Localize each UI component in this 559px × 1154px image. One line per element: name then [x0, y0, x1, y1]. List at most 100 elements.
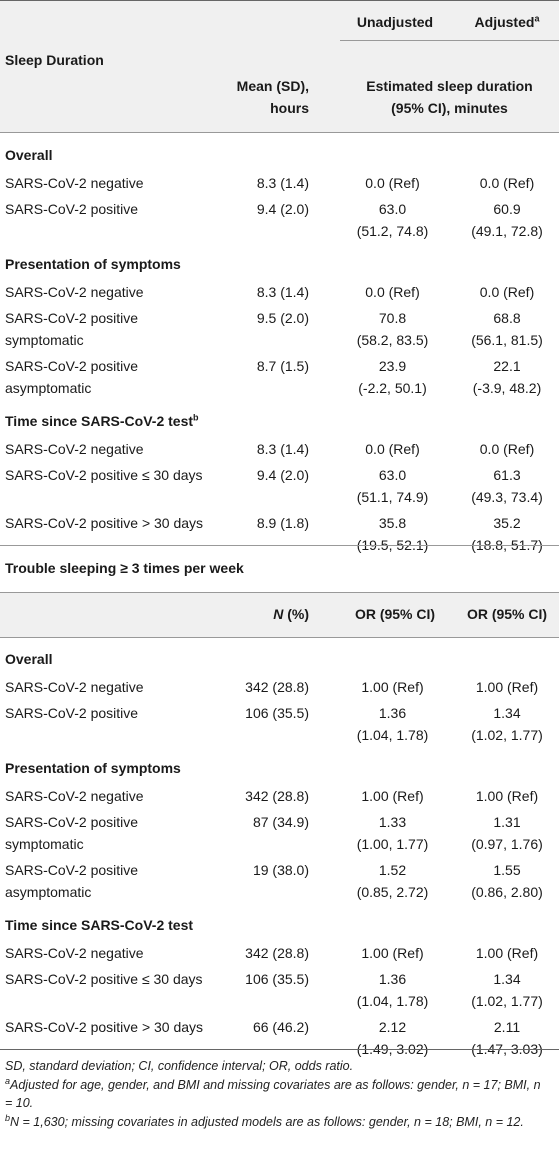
mean-header-l1: Mean (SD),: [236, 78, 309, 94]
group-title-text: Overall: [5, 651, 53, 667]
row-value: 342 (28.8): [245, 945, 309, 961]
row-unadjusted: 1.00 (Ref): [361, 788, 424, 804]
group-title: Presentation of symptoms: [5, 253, 181, 275]
row-unadjusted: 1.00 (Ref): [361, 679, 424, 695]
row-label-cont: symptomatic: [5, 836, 84, 852]
row-adjusted-ci: (49.3, 73.4): [471, 489, 543, 505]
row-unadjusted: 1.36: [378, 705, 407, 721]
row-label-cont: asymptomatic: [5, 380, 92, 396]
row-adjusted: 0.0 (Ref): [479, 441, 535, 457]
row-label: SARS-CoV-2 positive: [5, 705, 139, 721]
col-adjusted: Adjusteda: [474, 13, 540, 30]
row-label: SARS-CoV-2 positive ≤ 30 days: [5, 467, 203, 483]
group-title-text: Presentation of symptoms: [5, 760, 181, 776]
row-label: SARS-CoV-2 positive: [5, 201, 139, 217]
row-unadjusted: 1.00 (Ref): [361, 945, 424, 961]
group-title: Time since SARS-CoV-2 test: [5, 914, 193, 936]
group-title-text: Time since SARS-CoV-2 test: [5, 917, 194, 933]
row-unadjusted-ci: (58.2, 83.5): [356, 332, 429, 348]
row-value: 106 (35.5): [245, 705, 309, 721]
row-unadjusted: 70.8: [378, 310, 407, 326]
n-header: N (%): [273, 606, 309, 622]
row-adjusted: 22.1: [493, 358, 521, 374]
row-adjusted: 1.34: [493, 971, 521, 987]
row-unadjusted-ci: (51.1, 74.9): [356, 489, 429, 505]
row-adjusted: 1.55: [493, 862, 521, 878]
header2-rule: [0, 637, 559, 638]
row-value: 342 (28.8): [245, 679, 309, 695]
row-adjusted: 35.2: [493, 515, 521, 531]
footnote-abbrev: SD, standard deviation; CI, confidence i…: [5, 1059, 354, 1073]
header2-band: [0, 593, 559, 637]
group-title-text: Time since SARS-CoV-2 test: [5, 413, 194, 429]
row-value: 9.5 (2.0): [256, 310, 309, 326]
top-rule: [0, 0, 559, 1]
row-unadjusted: 63.0: [378, 467, 407, 483]
row-value: 8.3 (1.4): [256, 175, 309, 191]
row-unadjusted: 0.0 (Ref): [365, 284, 420, 300]
est-header-l1: Estimated sleep duration: [366, 78, 533, 94]
row-value: 9.4 (2.0): [256, 201, 309, 217]
row-label: SARS-CoV-2 positive: [5, 814, 139, 830]
row-label: SARS-CoV-2 positive: [5, 310, 139, 326]
section-rule: [0, 545, 559, 546]
group-title: Overall: [5, 144, 52, 166]
row-label: SARS-CoV-2 positive > 30 days: [5, 1019, 204, 1035]
row-unadjusted: 23.9: [378, 358, 407, 374]
row-value: 87 (34.9): [252, 814, 309, 830]
footnote-a: aAdjusted for age, gender, and BMI and m…: [5, 1075, 541, 1110]
row-value: 106 (35.5): [245, 971, 309, 987]
row-unadjusted: 1.36: [378, 971, 407, 987]
row-label: SARS-CoV-2 negative: [5, 945, 144, 961]
row-adjusted-ci: (56.1, 81.5): [471, 332, 543, 348]
row-label: SARS-CoV-2 negative: [5, 788, 144, 804]
row-label: SARS-CoV-2 negative: [5, 441, 144, 457]
col-head-rule: [340, 40, 559, 41]
row-value: 8.9 (1.8): [256, 515, 309, 531]
row-unadjusted: 35.8: [378, 515, 407, 531]
row-adjusted-ci: (-3.9, 48.2): [472, 380, 542, 396]
row-unadjusted: 0.0 (Ref): [365, 441, 420, 457]
row-unadjusted-ci: (-2.2, 50.1): [358, 380, 427, 396]
group-title-text: Overall: [5, 147, 53, 163]
header-rule: [0, 132, 559, 133]
row-adjusted: 1.00 (Ref): [475, 679, 539, 695]
row-value: 9.4 (2.0): [256, 467, 309, 483]
group-title: Presentation of symptoms: [5, 757, 181, 779]
row-value: 66 (46.2): [252, 1019, 309, 1035]
section2-title-rule: [0, 592, 559, 593]
col-unadjusted: Unadjusted: [356, 14, 434, 30]
mean-header-l2: hours: [270, 100, 309, 116]
row-unadjusted: 1.33: [378, 814, 407, 830]
row-unadjusted-ci: (1.04, 1.78): [356, 993, 429, 1009]
est-header-l2: (95% CI), minutes: [391, 100, 508, 116]
row-unadjusted: 2.12: [378, 1019, 407, 1035]
row-adjusted: 1.00 (Ref): [475, 945, 539, 961]
or-header-unadjusted: OR (95% CI): [354, 606, 436, 622]
row-adjusted: 68.8: [493, 310, 521, 326]
row-adjusted-ci: (49.1, 72.8): [471, 223, 543, 239]
row-unadjusted: 0.0 (Ref): [365, 175, 420, 191]
header-band: [0, 0, 559, 132]
row-adjusted: 1.31: [493, 814, 521, 830]
row-label-cont: symptomatic: [5, 332, 84, 348]
row-label: SARS-CoV-2 negative: [5, 679, 144, 695]
row-value: 8.7 (1.5): [256, 358, 309, 374]
row-value: 8.3 (1.4): [256, 441, 309, 457]
row-label: SARS-CoV-2 positive: [5, 358, 139, 374]
row-adjusted: 0.0 (Ref): [479, 175, 535, 191]
row-label: SARS-CoV-2 positive > 30 days: [5, 515, 204, 531]
row-adjusted: 0.0 (Ref): [479, 284, 535, 300]
section-title-trouble-sleeping: Trouble sleeping ≥ 3 times per week: [5, 560, 244, 576]
row-unadjusted-ci: (51.2, 74.8): [356, 223, 429, 239]
row-adjusted-ci: (0.97, 1.76): [471, 836, 543, 852]
group-title: Time since SARS-CoV-2 testb: [5, 410, 199, 432]
row-value: 342 (28.8): [245, 788, 309, 804]
row-unadjusted: 1.52: [378, 862, 407, 878]
or-header-adjusted: OR (95% CI): [466, 606, 548, 622]
group-title-text: Presentation of symptoms: [5, 256, 181, 272]
row-unadjusted-ci: (1.04, 1.78): [356, 727, 429, 743]
row-adjusted: 1.34: [493, 705, 521, 721]
row-label: SARS-CoV-2 positive: [5, 862, 139, 878]
row-label: SARS-CoV-2 negative: [5, 284, 144, 300]
